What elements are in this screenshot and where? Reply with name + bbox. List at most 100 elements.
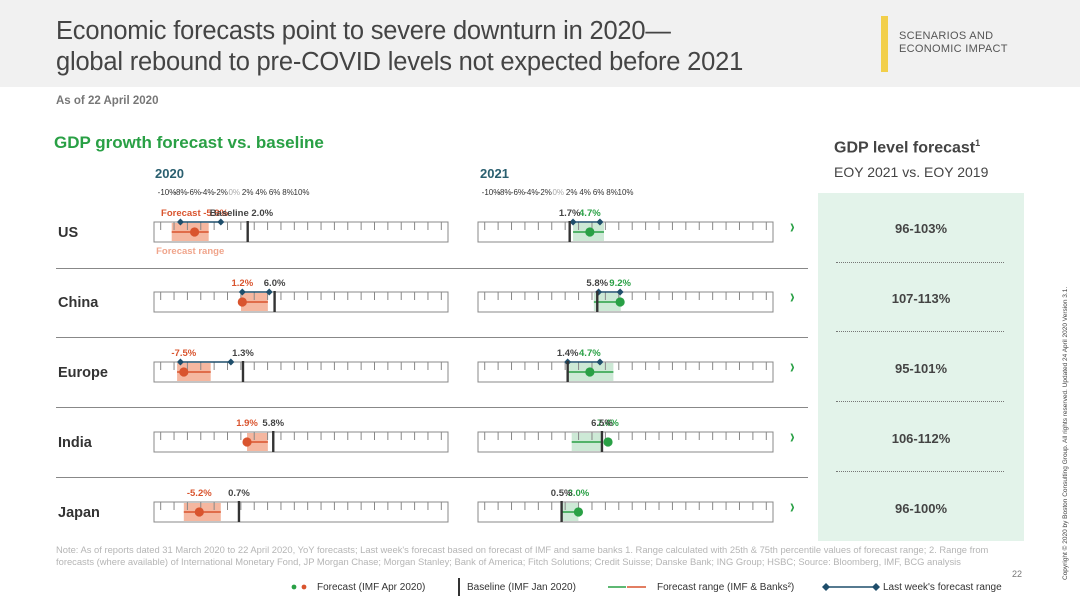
title-line-1: Economic forecasts point to severe downt… xyxy=(56,17,671,45)
axis-box xyxy=(153,361,449,383)
x-tick-label: 4% xyxy=(579,188,591,197)
forecast-range-annotation: Forecast range xyxy=(156,246,225,257)
forecast-dot xyxy=(585,367,595,377)
forecast-value-label: 4.7% xyxy=(579,208,601,219)
x-tick-label: -4% xyxy=(524,188,539,197)
forecast-value-label: -7.5% xyxy=(171,348,197,359)
forecast-value-label: Forecast -5.9% xyxy=(161,208,229,219)
header-band xyxy=(0,0,1080,87)
forecast-value-label: 7.4% xyxy=(597,418,619,429)
x-tick-label: 10% xyxy=(617,188,634,197)
last-week-range-end-marker xyxy=(217,218,225,226)
axis-box xyxy=(477,431,774,453)
gdp-level-heading-text: GDP level forecast xyxy=(834,139,976,157)
section-tag: SCENARIOS AND ECONOMIC IMPACT xyxy=(899,30,1008,56)
baseline-value-label: 5.8% xyxy=(586,278,609,289)
baseline-value-label: 1.3% xyxy=(232,348,254,359)
gdp-level-footnote-mark: 1 xyxy=(975,138,981,148)
x-tick-label: -2% xyxy=(537,188,552,197)
legend-entry: Forecast range (IMF & Banks²) xyxy=(657,582,795,593)
row-separator xyxy=(56,268,808,269)
gdp-level-subheading: EOY 2021 vs. EOY 2019 xyxy=(834,164,989,180)
axis-box xyxy=(153,221,449,243)
forecast-dot xyxy=(237,297,247,307)
x-tick-label: -10% xyxy=(481,188,501,197)
country-label-japan: Japan xyxy=(58,505,100,521)
x-tick-label: 10% xyxy=(293,188,310,197)
baseline-value-label: 5.8% xyxy=(262,418,285,429)
forecast-value-label: -5.2% xyxy=(186,488,212,499)
forecast-dot xyxy=(585,227,595,237)
gdp-level-divider xyxy=(836,471,1004,472)
page-title: Economic forecasts point to severe downt… xyxy=(56,16,743,78)
gdp-level-value-us: 96-103% xyxy=(894,221,948,236)
forecast-dot xyxy=(189,227,200,237)
x-tick-row-2020: -10% -8% -6% -4% -2% 0% 2% 4% 6% 8% 10% xyxy=(0,188,1080,200)
footnote: Note: As of reports dated 31 March 2020 … xyxy=(56,544,989,567)
x-tick-label: -6% xyxy=(186,188,202,197)
x-tick-label: -4% xyxy=(200,188,215,197)
gdp-level-divider xyxy=(836,331,1004,332)
row-separator xyxy=(56,407,808,408)
row-separator xyxy=(56,477,808,478)
x-tick-label: -8% xyxy=(173,188,188,197)
gdp-level-panel xyxy=(818,193,1024,541)
x-tick-label: -2% xyxy=(213,188,228,197)
gdp-level-divider xyxy=(836,401,1004,402)
country-label-india: India xyxy=(58,435,92,451)
section-tag-line-2: ECONOMIC IMPACT xyxy=(899,43,1008,55)
axis-box xyxy=(153,291,449,313)
forecast-dot xyxy=(573,507,584,517)
baseline-value-label: 1.4% xyxy=(556,348,579,359)
axis-box xyxy=(477,501,774,523)
x-tick-label: 6% xyxy=(592,188,605,197)
legend-entry: Baseline (IMF Jan 2020) xyxy=(467,582,576,593)
forecast-value-label: 4.7% xyxy=(579,348,601,359)
axis-box xyxy=(153,501,449,523)
chart-section-title: GDP growth forecast vs. baseline xyxy=(54,133,324,152)
x-tick-label: 4% xyxy=(255,188,267,197)
baseline-value-label: 1.7% xyxy=(558,208,581,219)
section-tag-line-1: SCENARIOS AND xyxy=(899,30,994,42)
gdp-level-value-japan: 96-100% xyxy=(894,501,948,516)
forecast-value-label: 1.9% xyxy=(236,418,258,429)
axis-box xyxy=(477,361,774,383)
x-tick-label: 8% xyxy=(606,188,618,197)
row-chevron: › xyxy=(790,356,795,378)
x-tick-label: 6% xyxy=(268,188,281,197)
x-tick-label: 2% xyxy=(565,188,578,197)
x-tick-row-2021: -10% -8% -6% -4% -2% 0% 2% 4% 6% 8% 10% xyxy=(0,188,1080,200)
gdp-level-value-europe: 95-101% xyxy=(894,361,948,376)
country-label-china: China xyxy=(58,295,99,311)
last-week-range-end-marker xyxy=(265,288,273,296)
legend-entry: Forecast (IMF Apr 2020) xyxy=(317,582,426,593)
baseline-value-label: 6.0% xyxy=(263,278,286,289)
as-of-date: As of 22 April 2020 xyxy=(56,95,159,107)
gdp-level-value-india: 106-112% xyxy=(891,431,951,446)
forecast-dot xyxy=(242,437,252,447)
year-label-2021: 2021 xyxy=(480,166,509,181)
row-chevron: › xyxy=(790,426,795,448)
row-chevron: › xyxy=(790,286,795,308)
last-week-range-end-marker xyxy=(596,218,604,226)
page-number: 22 xyxy=(1012,569,1023,579)
last-week-range-start-marker xyxy=(176,218,184,226)
forecast-dot xyxy=(615,297,625,307)
year-label-2020: 2020 xyxy=(155,166,184,181)
baseline-value-label: 0.5% xyxy=(550,488,573,499)
country-label-europe: Europe xyxy=(58,365,108,381)
legend-forecast-dot-green xyxy=(291,584,297,590)
forecast-dot xyxy=(603,437,613,447)
last-week-range-end-marker xyxy=(227,358,235,366)
last-week-range-end-marker xyxy=(616,288,624,296)
forecast-value-label: 1.2% xyxy=(231,278,254,289)
legend-last-week-marker-start xyxy=(822,583,830,591)
x-tick-label: -8% xyxy=(497,188,512,197)
axis-box xyxy=(477,291,774,313)
last-week-range-start-marker xyxy=(176,358,184,366)
x-tick-label: -10% xyxy=(157,188,177,197)
forecast-value-label: 9.2% xyxy=(609,278,631,289)
last-week-range-start-marker xyxy=(569,218,577,226)
tag-accent-bar xyxy=(881,16,888,72)
